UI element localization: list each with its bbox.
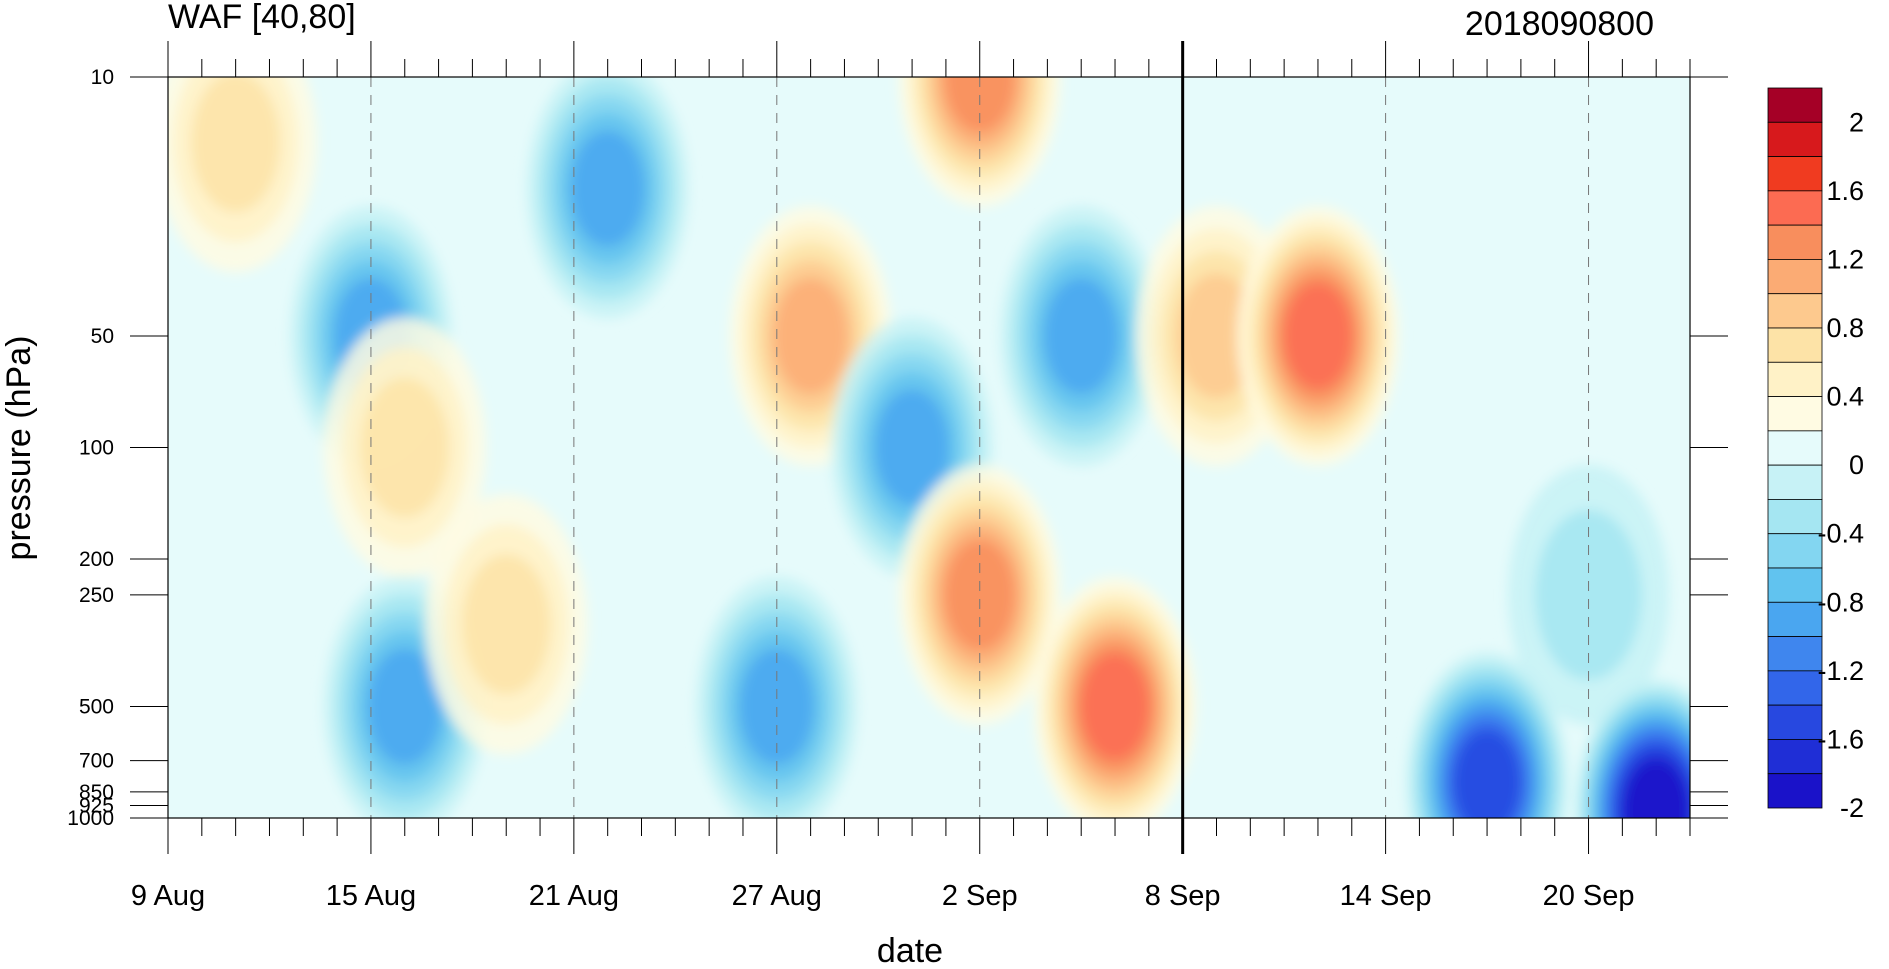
colorbar-swatch bbox=[1767, 704, 1823, 740]
colorbar-swatch bbox=[1767, 533, 1823, 569]
colorbar-label: 1.6 bbox=[1826, 176, 1864, 206]
y-tick-label: 500 bbox=[79, 695, 114, 718]
title-right: 2018090800 bbox=[1465, 5, 1654, 43]
colorbar-swatch bbox=[1767, 327, 1823, 363]
colorbar-swatch bbox=[1767, 670, 1823, 706]
y-tick-label: 700 bbox=[79, 750, 114, 773]
x-tick-label: 15 Aug bbox=[326, 880, 416, 912]
contour-level bbox=[367, 648, 442, 765]
colorbar-swatch bbox=[1767, 773, 1823, 809]
colorbar-swatch bbox=[1767, 87, 1823, 123]
colorbar-label: 1.2 bbox=[1826, 244, 1864, 274]
contour-level bbox=[875, 389, 950, 506]
y-axis-label: pressure (hPa) bbox=[0, 336, 38, 561]
heatmap-feature bbox=[1507, 464, 1670, 725]
colorbar-swatch bbox=[1767, 567, 1823, 603]
contour-level bbox=[191, 77, 280, 213]
colorbar-swatch bbox=[1767, 259, 1823, 295]
colorbar-swatch bbox=[1767, 224, 1823, 260]
contour-level bbox=[1176, 273, 1257, 399]
y-tick-label: 200 bbox=[79, 548, 114, 571]
colorbar-label: -2 bbox=[1840, 793, 1864, 823]
x-tick-label: 14 Sep bbox=[1340, 880, 1432, 912]
colorbar-swatch bbox=[1767, 499, 1823, 535]
heatmap-feature bbox=[1406, 652, 1569, 818]
x-tick-label: 9 Aug bbox=[131, 880, 205, 912]
y-tick-label: 100 bbox=[79, 437, 114, 460]
x-tick-label: 2 Sep bbox=[942, 880, 1018, 912]
colorbar-swatch bbox=[1767, 739, 1823, 775]
heatmap-feature bbox=[1000, 205, 1163, 466]
heatmap-feature bbox=[323, 576, 486, 818]
colorbar-swatch bbox=[1767, 361, 1823, 397]
colorbar-swatch bbox=[1767, 430, 1823, 466]
colorbar-label: 0.4 bbox=[1826, 382, 1864, 412]
heatmap-feature bbox=[898, 464, 1061, 725]
x-tick-label: 21 Aug bbox=[529, 880, 619, 912]
y-tick-label: 925 bbox=[79, 794, 114, 817]
colorbar-label: -0.4 bbox=[1817, 519, 1864, 549]
colorbar-swatch bbox=[1767, 601, 1823, 637]
contour-level bbox=[739, 648, 814, 765]
x-axis-label: date bbox=[877, 932, 943, 969]
heatmap-feature bbox=[323, 317, 486, 578]
colorbar-label: 0.8 bbox=[1826, 313, 1864, 343]
contour-level bbox=[1044, 277, 1119, 394]
contour-level bbox=[773, 277, 848, 394]
heatmap-feature bbox=[425, 494, 588, 755]
y-tick-label: 50 bbox=[91, 325, 114, 348]
x-tick-label: 27 Aug bbox=[732, 880, 822, 912]
x-tick-label: 20 Sep bbox=[1543, 880, 1635, 912]
contour-level bbox=[1535, 509, 1643, 680]
y-tick-label: 850 bbox=[79, 781, 114, 804]
colorbar-label: 0 bbox=[1849, 450, 1864, 480]
colorbar-label: 2 bbox=[1849, 107, 1864, 137]
colorbar-label: -1.6 bbox=[1817, 724, 1864, 754]
heatmap-feature bbox=[1236, 205, 1399, 466]
colorbar-swatch bbox=[1767, 636, 1823, 672]
contour-level bbox=[1454, 730, 1520, 818]
contour-level bbox=[1284, 283, 1352, 389]
colorbar-swatch bbox=[1767, 190, 1823, 226]
contour-level bbox=[570, 130, 645, 247]
x-axis: 9 Aug 15 Aug 21 Aug 27 Aug 2 Sep 8 Sep 14 Sep 2… bbox=[131, 41, 1691, 912]
x-tick-label: 8 Sep bbox=[1145, 880, 1221, 912]
y-tick-label: 10 bbox=[91, 66, 114, 89]
heatmap-field bbox=[168, 77, 1690, 818]
colorbar-label: -1.2 bbox=[1817, 656, 1864, 686]
contour-level bbox=[944, 539, 1015, 650]
colorbar-swatch bbox=[1767, 396, 1823, 432]
heatmap-feature bbox=[1575, 679, 1690, 818]
colorbar-swatch bbox=[1767, 293, 1823, 329]
contour-level bbox=[360, 377, 450, 518]
heatmap-feature bbox=[526, 77, 689, 319]
colorbar-label: -0.8 bbox=[1817, 587, 1864, 617]
title-left: WAF [40,80] bbox=[168, 0, 356, 36]
contour-level bbox=[461, 554, 551, 695]
colorbar-swatch bbox=[1767, 464, 1823, 500]
colorbar: 2 1.6 1.2 0.8 0.4 0 -0.4 -0.8 -1.2 -1.6 -2 bbox=[1767, 87, 1864, 823]
heatmap-feature bbox=[168, 77, 317, 273]
y-tick-label: 250 bbox=[79, 584, 114, 607]
y-tick-label: 1000 bbox=[67, 807, 114, 830]
colorbar-swatch bbox=[1767, 121, 1823, 157]
contour-level bbox=[1624, 760, 1688, 818]
colorbar-swatch bbox=[1767, 156, 1823, 192]
heatmap-feature bbox=[1034, 576, 1196, 818]
contour-level bbox=[1081, 653, 1149, 760]
